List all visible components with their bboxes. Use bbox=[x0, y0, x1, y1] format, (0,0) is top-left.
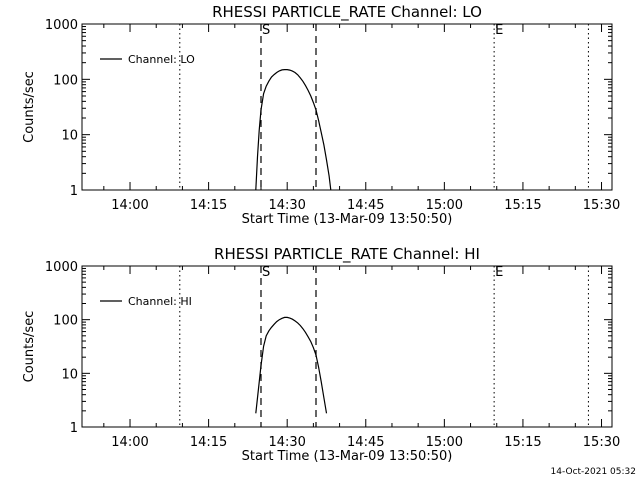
y-tick-label: 1000 bbox=[45, 18, 78, 33]
marker-label: E bbox=[495, 23, 503, 38]
x-tick-label: 15:15 bbox=[504, 435, 541, 450]
plot-frame bbox=[81, 265, 613, 428]
marker-label: E bbox=[495, 265, 503, 280]
series-line bbox=[255, 316, 328, 414]
x-tick-label: 15:15 bbox=[504, 198, 541, 213]
x-tick-label: 14:00 bbox=[111, 435, 148, 450]
chart-title: RHESSI PARTICLE_RATE Channel: LO bbox=[212, 3, 482, 22]
x-tick-label: 14:15 bbox=[190, 198, 227, 213]
x-tick-label: 15:00 bbox=[426, 435, 463, 450]
legend-entry: Channel: LO bbox=[128, 53, 195, 66]
x-tick-label: 14:00 bbox=[111, 198, 148, 213]
x-tick-label: 14:30 bbox=[268, 435, 305, 450]
y-axis-label: Counts/sec bbox=[22, 71, 37, 143]
legend-entry: Channel: HI bbox=[128, 295, 192, 308]
y-tick-label: 10 bbox=[61, 129, 78, 144]
series-line bbox=[255, 68, 332, 191]
y-tick-label: 100 bbox=[53, 314, 78, 329]
chart-panel-hi: RHESSI PARTICLE_RATE Channel: HI Counts/s… bbox=[22, 245, 620, 464]
y-tick-label: 1 bbox=[70, 421, 78, 436]
x-tick-label: 15:30 bbox=[583, 198, 620, 213]
x-tick-label: 14:45 bbox=[347, 198, 384, 213]
plot-frame bbox=[81, 23, 613, 191]
y-tick-label: 1000 bbox=[45, 260, 78, 275]
x-tick-label: 14:45 bbox=[347, 435, 384, 450]
y-tick-label: 100 bbox=[53, 73, 78, 88]
marker-label: S bbox=[262, 23, 270, 38]
y-tick-label: 1 bbox=[70, 184, 78, 199]
x-tick-label: 14:30 bbox=[268, 198, 305, 213]
footer-timestamp: 14-Oct-2021 05:32 bbox=[551, 467, 636, 477]
x-tick-label: 15:30 bbox=[583, 435, 620, 450]
marker-label: S bbox=[262, 265, 270, 280]
chart-panel-lo: RHESSI PARTICLE_RATE Channel: LO Counts/s… bbox=[22, 3, 620, 227]
x-tick-label: 14:15 bbox=[190, 435, 227, 450]
x-axis-label: Start Time (13-Mar-09 13:50:50) bbox=[242, 449, 453, 464]
chart-title: RHESSI PARTICLE_RATE Channel: HI bbox=[214, 245, 480, 264]
y-axis-label: Counts/sec bbox=[22, 311, 37, 383]
x-axis-label: Start Time (13-Mar-09 13:50:50) bbox=[242, 212, 453, 227]
x-tick-label: 15:00 bbox=[426, 198, 463, 213]
y-tick-label: 10 bbox=[61, 367, 78, 382]
